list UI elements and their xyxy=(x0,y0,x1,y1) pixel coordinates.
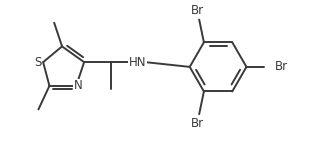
Text: Br: Br xyxy=(191,117,204,130)
Text: Br: Br xyxy=(275,60,288,73)
Text: Br: Br xyxy=(191,4,204,17)
Text: S: S xyxy=(34,56,41,69)
Text: HN: HN xyxy=(129,56,146,69)
Text: N: N xyxy=(73,79,82,92)
